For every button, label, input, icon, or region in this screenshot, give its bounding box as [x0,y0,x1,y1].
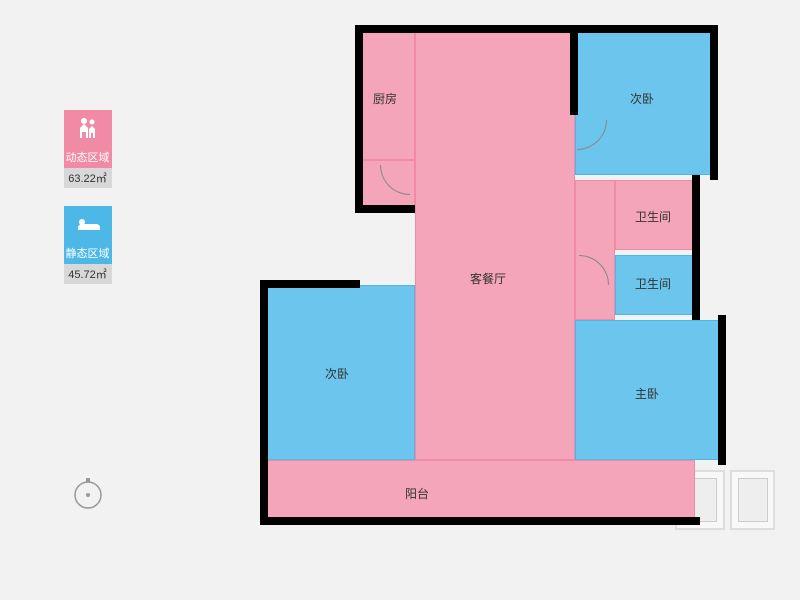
wall-3 [260,280,360,288]
room-label-living: 客餐厅 [470,270,506,287]
legend-dynamic: 动态区域 63.22㎡ [60,110,115,188]
legend-static: 静态区域 45.72㎡ [60,206,115,284]
legend-dynamic-label: 动态区域 [64,146,112,168]
legend-static-value: 45.72㎡ [64,264,112,284]
legend-dynamic-value: 63.22㎡ [64,168,112,188]
wall-9 [355,205,415,213]
wall-2 [260,280,268,525]
sleep-icon [64,206,112,242]
room-label-bed1: 次卧 [630,90,654,107]
room-living [415,30,575,460]
room-label-master: 主卧 [635,385,659,402]
decor-box [730,470,775,530]
wall-0 [355,25,717,33]
wall-8 [570,25,578,115]
legend: 动态区域 63.22㎡ 静态区域 45.72㎡ [60,110,115,302]
room-label-kitchen: 厨房 [373,90,397,107]
wall-6 [718,315,726,465]
wall-5 [710,25,718,180]
room-label-bath2: 卫生间 [635,275,671,292]
room-label-bath1: 卫生间 [635,208,671,225]
wall-1 [355,25,363,210]
wall-7 [692,175,700,320]
wall-4 [260,517,700,525]
floorplan: 厨房客餐厅阳台卫生间卫生间次卧次卧主卧 [215,20,755,560]
room-corridor [575,180,615,320]
room-balcony [265,460,695,520]
people-icon [64,110,112,146]
room-label-balcony: 阳台 [405,485,429,502]
room-label-bed2: 次卧 [325,365,349,382]
compass-icon [70,475,106,516]
legend-static-label: 静态区域 [64,242,112,264]
